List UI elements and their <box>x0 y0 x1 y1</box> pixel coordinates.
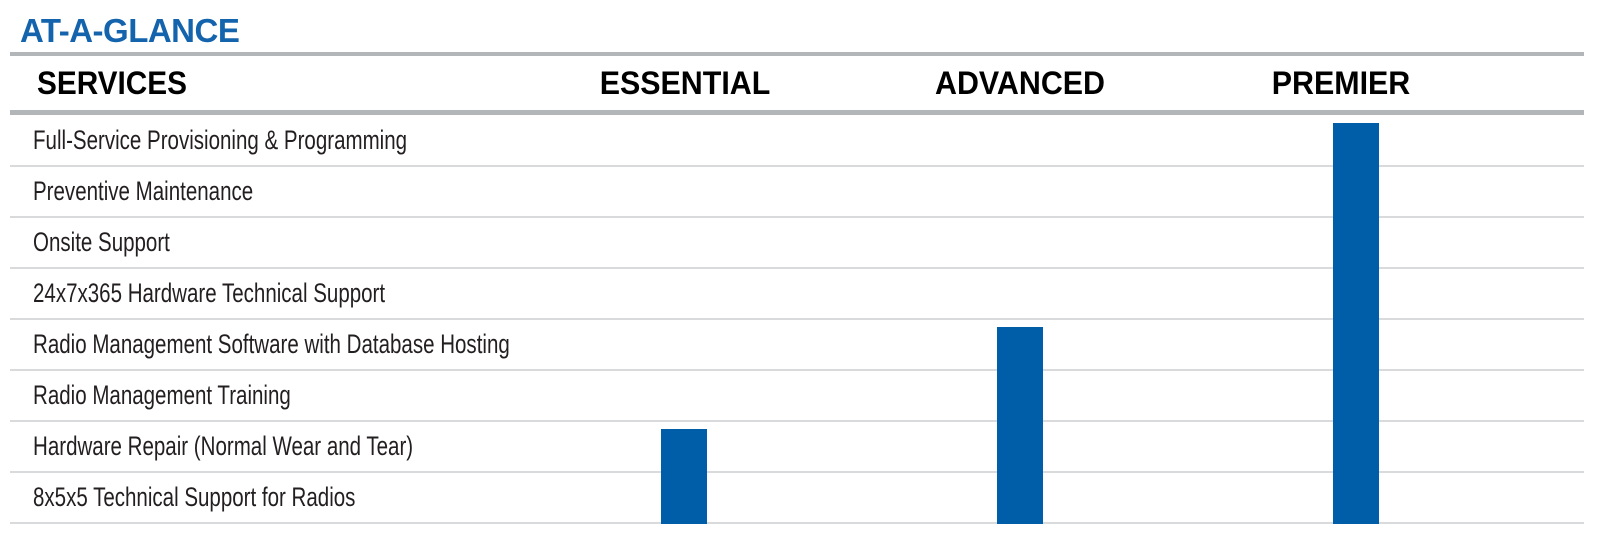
table-row: Radio Management Training <box>0 370 1600 422</box>
row-divider <box>10 420 1584 422</box>
service-name: Onsite Support <box>33 227 170 257</box>
table-rows: Full-Service Provisioning & Programming P… <box>0 115 1600 524</box>
table-row: Full-Service Provisioning & Programming <box>0 115 1600 167</box>
service-name: Full-Service Provisioning & Programming <box>33 125 408 155</box>
top-rule <box>10 52 1584 56</box>
table-row: 24x7x365 Hardware Technical Support <box>0 268 1600 320</box>
service-name: Radio Management Training <box>33 380 291 410</box>
table-row: Radio Management Software with Database … <box>0 319 1600 371</box>
row-divider <box>10 318 1584 320</box>
row-divider <box>10 522 1584 524</box>
row-divider <box>10 369 1584 371</box>
page-title: AT-A-GLANCE <box>20 12 240 49</box>
row-divider <box>10 267 1584 269</box>
table-row: Onsite Support <box>0 217 1600 269</box>
service-name: Radio Management Software with Database … <box>33 329 510 359</box>
table-row: Preventive Maintenance <box>0 166 1600 218</box>
column-header-essential: ESSENTIAL <box>599 65 771 101</box>
column-header-advanced: ADVANCED <box>934 65 1106 101</box>
service-name: 24x7x365 Hardware Technical Support <box>33 278 386 308</box>
service-name: Preventive Maintenance <box>33 176 254 206</box>
table-header-row: SERVICES ESSENTIAL ADVANCED PREMIER <box>0 56 1600 110</box>
service-name: 8x5x5 Technical Support for Radios <box>33 482 356 512</box>
column-header-premier: PREMIER <box>1271 65 1411 101</box>
coverage-bar-essential <box>661 429 707 524</box>
header-rule <box>10 110 1584 115</box>
table-row: Hardware Repair (Normal Wear and Tear) <box>0 421 1600 473</box>
service-name: Hardware Repair (Normal Wear and Tear) <box>33 431 414 461</box>
row-divider <box>10 165 1584 167</box>
column-header-services: SERVICES <box>37 65 187 101</box>
table-row: 8x5x5 Technical Support for Radios <box>0 472 1600 524</box>
coverage-bar-premier <box>1333 123 1379 524</box>
row-divider <box>10 216 1584 218</box>
coverage-bar-advanced <box>997 327 1043 524</box>
row-divider <box>10 471 1584 473</box>
